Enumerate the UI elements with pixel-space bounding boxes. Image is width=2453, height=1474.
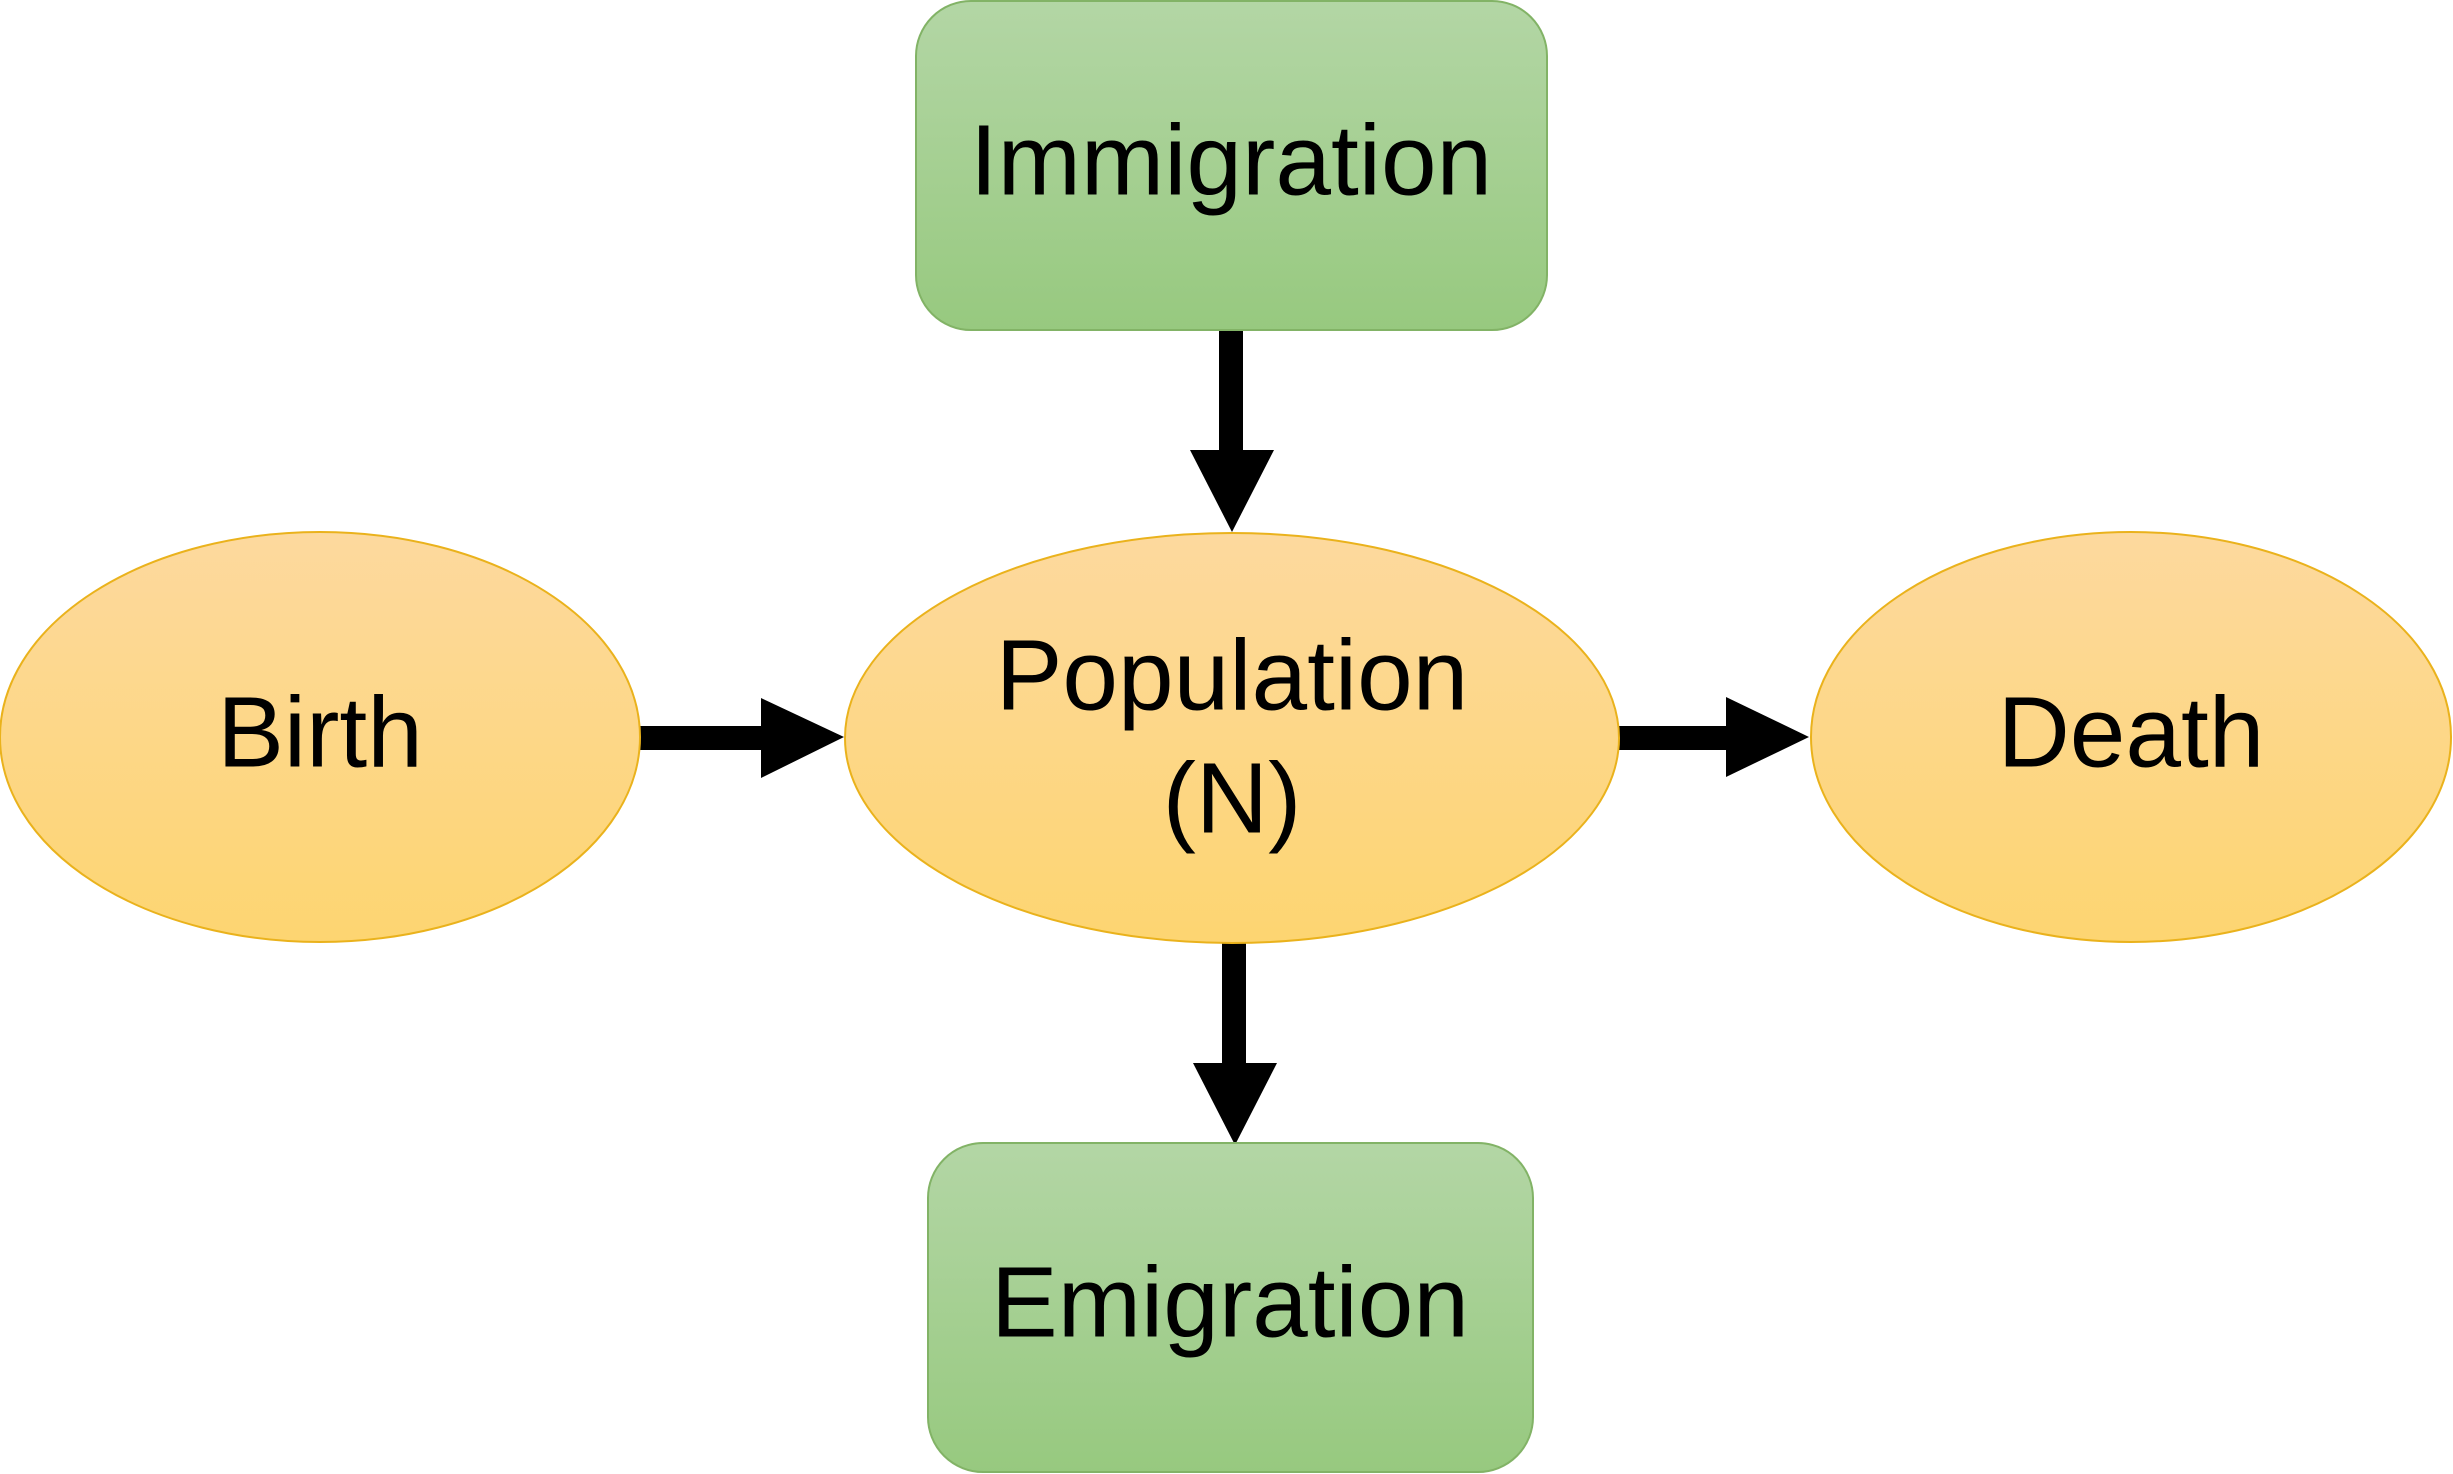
immigration-node: Immigration	[915, 0, 1548, 331]
arrow-birth-to-population	[640, 698, 844, 778]
population-label-line2: (N)	[1163, 742, 1302, 854]
arrow-immigration-to-population	[1190, 330, 1274, 532]
birth-label: Birth	[217, 676, 423, 788]
death-node: Death	[1810, 531, 2452, 943]
population-node: Population (N)	[844, 532, 1620, 944]
immigration-label: Immigration	[970, 104, 1492, 216]
emigration-label: Emigration	[991, 1246, 1469, 1358]
emigration-node: Emigration	[927, 1142, 1534, 1473]
death-label: Death	[1998, 676, 2265, 788]
arrow-population-to-death	[1618, 697, 1809, 777]
population-label-line1: Population	[996, 619, 1469, 731]
birth-node: Birth	[0, 531, 641, 943]
arrow-population-to-emigration	[1193, 943, 1277, 1145]
